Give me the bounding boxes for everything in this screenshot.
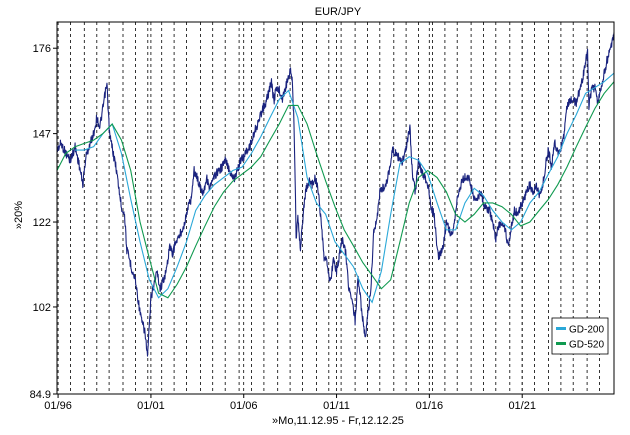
grid-layer (57, 22, 600, 394)
series-line-gd-200 (75, 72, 615, 304)
x-tick-label: 01/96 (44, 400, 72, 412)
legend: GD-200 GD-520 (551, 317, 609, 355)
x-tick-label: 01/16 (416, 400, 444, 412)
y-tick-label: 147 (33, 129, 51, 141)
chart-title: EUR/JPY (315, 6, 362, 18)
series-line-gd-520 (56, 81, 615, 299)
axis-layer: 01/96 01/01 01/06 01/11 01/16 01/21 84.9 102 122… (30, 43, 536, 412)
series-line-price (56, 32, 615, 357)
y-tick-label: 122 (33, 217, 51, 229)
series-layer (56, 32, 615, 357)
x-axis-label: »Mo,11.12.95 - Fr,12.12.25 (272, 415, 404, 427)
x-tick-label: 01/11 (323, 400, 350, 412)
x-tick-label: 01/21 (508, 400, 536, 412)
y-axis-label: »20% (13, 201, 25, 229)
legend-label-gd-200: GD-200 (569, 325, 604, 336)
y-tick-label: 176 (33, 43, 51, 55)
legend-label-gd-520: GD-520 (569, 340, 604, 351)
y-tick-label: 84.9 (30, 389, 51, 401)
x-tick-label: 01/01 (137, 400, 165, 412)
plot-frame (56, 21, 615, 395)
legend-box (551, 317, 609, 355)
x-tick-label: 01/06 (230, 400, 258, 412)
y-tick-label: 102 (33, 302, 51, 314)
